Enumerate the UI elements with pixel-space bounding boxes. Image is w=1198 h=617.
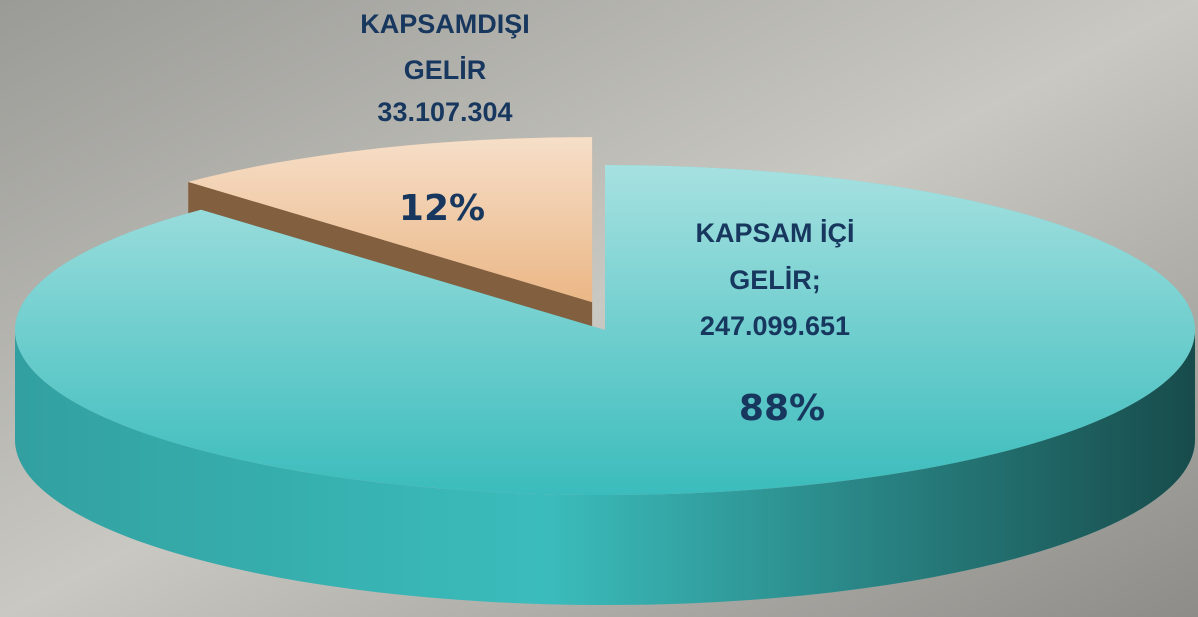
slice-highlight xyxy=(188,137,593,303)
slice-label: 33.107.304 xyxy=(377,97,512,127)
value-label: 88% xyxy=(739,388,825,429)
slice-label: GELİR; xyxy=(729,265,821,295)
slice-label: KAPSAMDIŞI xyxy=(360,9,530,39)
value-label: 12% xyxy=(399,188,485,229)
slice-wall-shade xyxy=(15,330,1195,605)
slice-highlight xyxy=(14,165,1195,495)
slice-label: KAPSAM İÇİ xyxy=(695,218,854,248)
slice-label: GELİR xyxy=(404,55,487,85)
slice-label: 247.099.651 xyxy=(700,311,850,341)
pie xyxy=(14,137,1195,605)
